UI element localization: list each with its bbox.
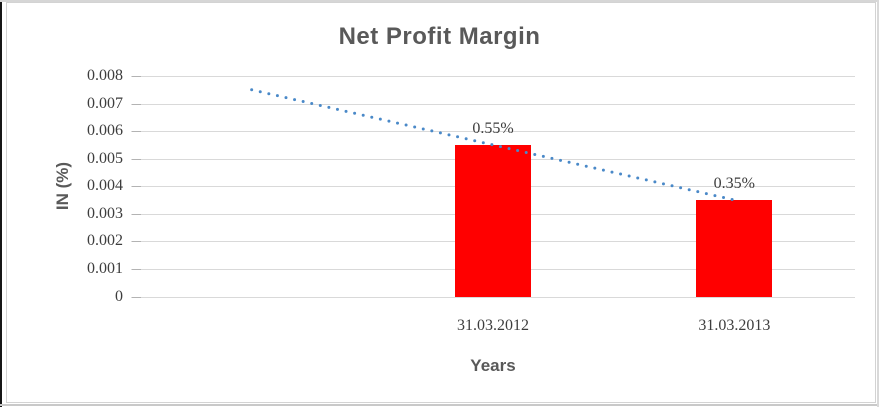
chart-title: Net Profit Margin [338, 23, 541, 50]
gridline [131, 297, 855, 298]
y-axis-tick [132, 214, 141, 215]
y-axis-tick [132, 241, 141, 242]
bottom-border [0, 404, 879, 406]
y-tick-label: 0.003 [87, 205, 123, 222]
data-label-2012: 0.55% [472, 119, 514, 137]
x-axis-title: Years [470, 356, 516, 375]
y-axis-tick [132, 131, 141, 132]
left-border [0, 0, 2, 407]
y-tick-label: 0.004 [87, 177, 123, 194]
y-tick-label: 0.006 [87, 122, 123, 139]
y-axis-tick [132, 159, 141, 160]
y-tick-label: 0.007 [87, 95, 123, 112]
x-tick-label-2012: 31.03.2012 [457, 317, 529, 334]
y-tick-label: 0.008 [87, 67, 123, 84]
y-axis-title: IN (%) [53, 161, 72, 211]
y-axis-tick [132, 269, 141, 270]
gridline [131, 76, 855, 77]
gridline [131, 104, 855, 105]
bar-2013 [696, 200, 773, 297]
top-border [0, 0, 879, 2]
y-tick-label: 0 [115, 288, 123, 305]
y-axis-tick [132, 76, 141, 77]
y-tick-label: 0.001 [87, 260, 123, 277]
y-axis-tick [132, 297, 141, 298]
y-axis-tick [132, 186, 141, 187]
y-tick-label: 0.005 [87, 150, 123, 167]
y-tick-label: 0.002 [87, 232, 123, 249]
bar-2012 [455, 144, 531, 297]
right-border [877, 0, 879, 407]
y-axis-tick [132, 104, 141, 105]
x-tick-label-2013: 31.03.2013 [698, 317, 771, 334]
data-label-2013: 0.35% [713, 175, 755, 193]
